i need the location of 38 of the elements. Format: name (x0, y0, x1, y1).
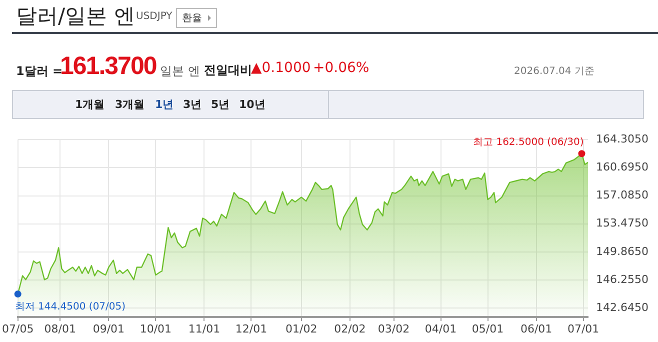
y-tick-label: 157.0850 (596, 188, 648, 202)
text: 환율 (176, 8, 217, 28)
text: 일본 엔 (160, 63, 200, 80)
x-tick-label: 04/01 (424, 322, 457, 336)
text: 1개월 (75, 97, 105, 112)
text: ▲0.1000 (251, 60, 311, 76)
x-tick-label: 10/01 (140, 322, 172, 336)
chart-title: 달러/일본 엔 (16, 3, 135, 30)
text: 5년 (211, 97, 230, 112)
x-tick-label: 02/02 (334, 322, 366, 336)
text: 1달러 = (16, 64, 63, 80)
y-tick-label: 142.6450 (596, 300, 648, 314)
text: 1년 (155, 97, 174, 112)
text: +0.06% (313, 60, 370, 76)
x-tick-label: 09/01 (92, 322, 125, 336)
chart-subtitle: USDJPY (136, 11, 172, 22)
text: 161.3700 (60, 52, 156, 81)
x-tick-label: 08/01 (44, 322, 76, 336)
x-tick-label: 11/01 (188, 322, 220, 336)
x-tick-label: 07/05 (2, 322, 34, 336)
y-tick-label: 146.2550 (596, 272, 648, 286)
text: 3년 (183, 97, 202, 112)
y-tick-label: 164.3050 (596, 132, 648, 146)
annotation: 최저 144.4500 (07/05) (14, 302, 126, 313)
x-tick-label: 01/02 (286, 322, 318, 336)
text: 2026.07.04 기준 (514, 65, 594, 78)
y-tick-label: 153.4750 (596, 216, 648, 230)
x-tick-label: 07/01 (567, 322, 600, 336)
text: 3개월 (115, 97, 145, 112)
y-tick-label: 149.8650 (596, 244, 648, 258)
x-tick-label: 05/01 (472, 322, 504, 336)
text: 전일대비 (204, 63, 252, 79)
annotation: 최고 162.5000 (06/30) (473, 137, 584, 148)
x-tick-label: 06/01 (520, 322, 552, 336)
y-tick-label: 160.6950 (596, 160, 648, 174)
x-tick-label: 03/02 (378, 322, 410, 336)
text: 10년 (239, 97, 266, 112)
x-tick-label: 12/01 (235, 322, 268, 336)
